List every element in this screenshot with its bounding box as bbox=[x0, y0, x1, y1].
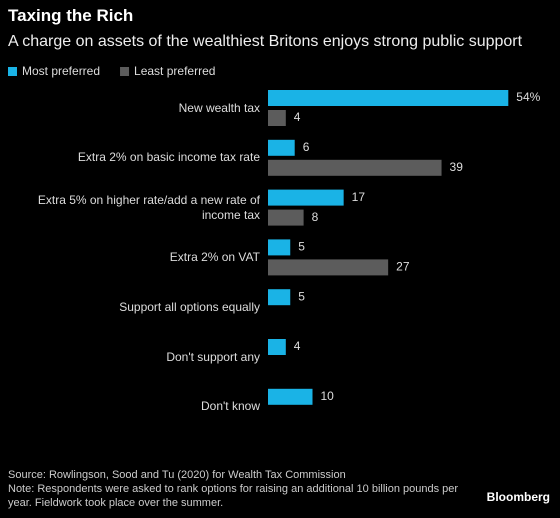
bar bbox=[268, 209, 304, 226]
chart-title: Taxing the Rich bbox=[8, 6, 134, 25]
category-label: Extra 2% on VAT bbox=[169, 249, 260, 264]
bar bbox=[268, 139, 295, 156]
bar bbox=[268, 239, 291, 256]
value-label: 54% bbox=[516, 90, 540, 104]
value-label: 5 bbox=[298, 240, 305, 254]
bar bbox=[268, 289, 291, 306]
category-label: Don't support any bbox=[166, 349, 260, 364]
bar bbox=[268, 388, 313, 405]
value-label: 27 bbox=[396, 260, 410, 274]
brand: Bloomberg bbox=[486, 490, 550, 504]
value-label: 39 bbox=[450, 160, 464, 174]
category-label: Don't know bbox=[201, 399, 260, 414]
value-label: 6 bbox=[303, 140, 310, 154]
legend-label: Least preferred bbox=[134, 64, 215, 78]
footnote: Source: Rowlingson, Sood and Tu (2020) f… bbox=[8, 468, 468, 510]
bar bbox=[268, 90, 509, 106]
source: Source: Rowlingson, Sood and Tu (2020) f… bbox=[8, 469, 346, 481]
category-label: Extra 5% on higher rate/add a new rate o… bbox=[37, 192, 260, 222]
legend-label: Most preferred bbox=[22, 64, 100, 78]
value-label: 4 bbox=[294, 339, 301, 353]
category-label: Extra 2% on basic income tax rate bbox=[77, 150, 260, 165]
category-label: Support all options equally bbox=[119, 299, 260, 314]
value-label: 4 bbox=[294, 110, 301, 124]
value-label: 17 bbox=[352, 190, 366, 204]
value-label: 5 bbox=[298, 289, 305, 303]
legend-swatch bbox=[8, 67, 17, 76]
bar bbox=[268, 259, 389, 276]
bar bbox=[268, 159, 442, 176]
category-label: New wealth tax bbox=[178, 100, 260, 115]
chart-subtitle: A charge on assets of the wealthiest Bri… bbox=[8, 33, 523, 50]
bar bbox=[268, 339, 286, 355]
legend-swatch bbox=[120, 67, 130, 76]
value-label: 10 bbox=[321, 389, 335, 403]
bar bbox=[268, 110, 286, 126]
note: Note: Respondents were asked to rank opt… bbox=[8, 483, 459, 509]
bar bbox=[268, 189, 344, 206]
value-label: 8 bbox=[312, 210, 319, 224]
